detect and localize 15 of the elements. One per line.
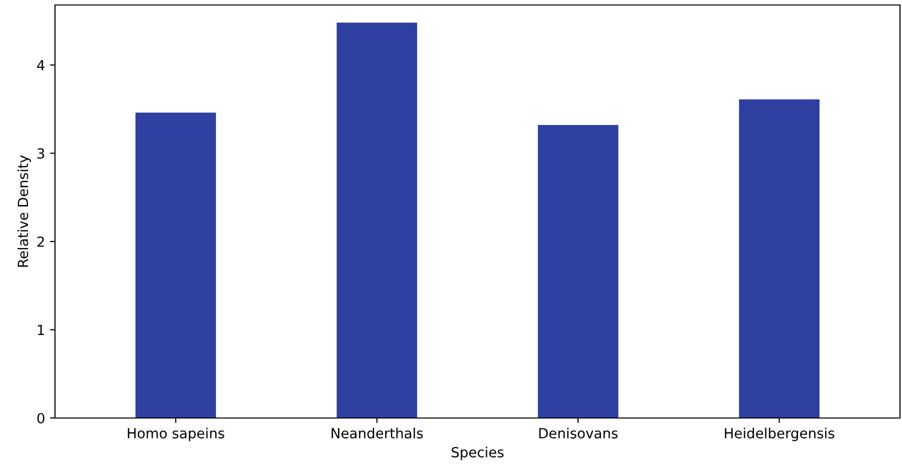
y-tick-label: 1 xyxy=(38,324,44,336)
bar xyxy=(135,112,216,418)
y-tick-label: 2 xyxy=(37,236,44,247)
y-tick-label: 3 xyxy=(38,148,44,159)
x-tick-label: Denisovans xyxy=(539,428,618,438)
y-axis-title: Relative Density xyxy=(17,155,31,267)
y-tick-label: 4 xyxy=(37,60,44,70)
x-tick-label: Homo sapeins xyxy=(128,428,224,442)
bar xyxy=(739,99,820,418)
x-tick-label: Neanderthals xyxy=(332,428,423,438)
x-tick-label: Heidelbergensis xyxy=(724,428,834,442)
bar xyxy=(336,22,418,418)
y-tick-label: 0 xyxy=(37,412,44,424)
bar xyxy=(538,125,618,418)
x-axis-title: Species xyxy=(452,446,504,460)
